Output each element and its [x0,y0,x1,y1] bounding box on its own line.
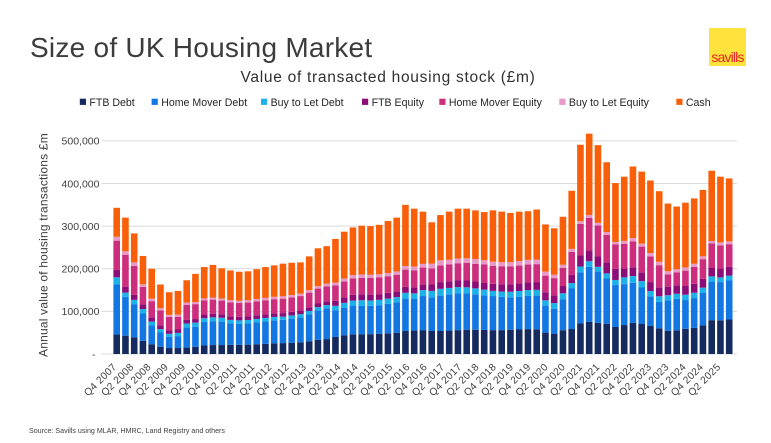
svg-text:Home Mover Debt: Home Mover Debt [161,97,247,109]
svg-text:Buy to Let Debt: Buy to Let Debt [271,97,344,109]
svg-text:FTB Equity: FTB Equity [372,97,425,109]
svg-text:-: - [92,349,96,361]
svg-text:savills: savills [711,49,744,65]
svg-text:Value of transacted housing st: Value of transacted housing stock (£m) [241,69,536,86]
svg-text:200,000: 200,000 [62,264,100,276]
svg-text:400,000: 400,000 [62,178,100,190]
svg-text:Buy to Let Equity: Buy to Let Equity [569,97,650,109]
svg-text:500,000: 500,000 [62,136,100,148]
svg-text:Home Mover Equity: Home Mover Equity [449,97,543,109]
svg-text:100,000: 100,000 [62,306,100,318]
svg-text:Cash: Cash [686,97,711,109]
svg-text:Annual value of housing transa: Annual value of housing transactions £m [37,133,51,357]
svg-text:Source: Savills using MLAR, HM: Source: Savills using MLAR, HMRC, Land R… [29,427,225,435]
svg-text:300,000: 300,000 [62,221,100,233]
svg-text:Size of UK Housing Market: Size of UK Housing Market [30,32,372,63]
svg-text:FTB Debt: FTB Debt [89,97,134,109]
